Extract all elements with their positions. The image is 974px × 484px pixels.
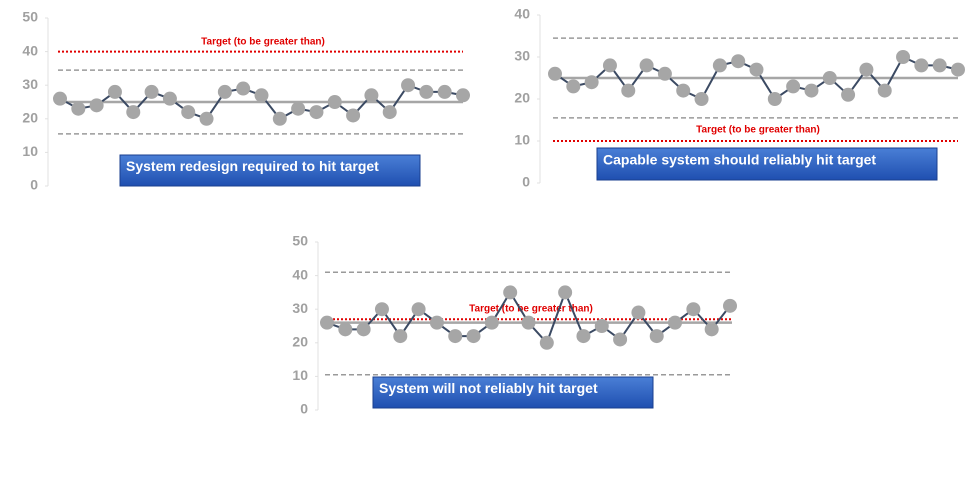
data-point [217, 84, 232, 99]
annotation-box [372, 376, 654, 409]
data-point [503, 285, 518, 300]
data-point [749, 62, 764, 77]
data-point [272, 111, 287, 126]
y-tick-label: 30 [22, 76, 38, 92]
data-point [364, 88, 379, 103]
data-point [584, 75, 599, 90]
data-point [932, 58, 947, 73]
data-point [631, 305, 646, 320]
data-point [558, 285, 573, 300]
data-point [320, 315, 334, 330]
y-tick-label: 50 [292, 233, 308, 249]
data-point [668, 315, 683, 330]
data-point [181, 105, 196, 120]
annotation-text: System redesign required to hit target [126, 158, 379, 174]
data-point [914, 58, 929, 73]
data-point [877, 83, 892, 98]
annotation-box [119, 154, 421, 187]
y-tick-label: 10 [22, 143, 38, 159]
data-point [548, 66, 562, 81]
data-point [723, 298, 737, 313]
data-point [767, 92, 782, 106]
data-point [71, 101, 86, 116]
data-point [89, 98, 104, 113]
data-point [466, 329, 481, 344]
data-point [382, 105, 397, 120]
data-point [539, 335, 554, 350]
data-point [621, 83, 636, 98]
data-point [731, 54, 746, 69]
data-point [694, 92, 709, 106]
target-label: Target (to be greater than) [201, 37, 325, 48]
data-point [107, 84, 122, 99]
y-tick-label: 20 [514, 90, 530, 106]
y-tick-label: 40 [292, 266, 308, 282]
data-point [291, 101, 306, 116]
data-point [576, 329, 591, 344]
annotation-box [596, 147, 938, 181]
data-point [594, 319, 609, 333]
data-point [521, 315, 536, 330]
y-tick-label: 10 [514, 132, 530, 148]
data-point [448, 329, 463, 344]
data-point [374, 302, 389, 317]
data-point [419, 84, 434, 99]
data-point [822, 71, 837, 85]
y-tick-label: 30 [292, 300, 308, 316]
y-tick-label: 20 [22, 110, 38, 126]
data-point [704, 322, 719, 337]
data-point [841, 87, 856, 102]
annotation-text: Capable system should reliably hit targe… [603, 152, 876, 168]
data-point [411, 302, 426, 317]
target-label: Target (to be greater than) [696, 125, 820, 136]
data-point [456, 88, 470, 103]
target-label: Target (to be greater than) [469, 304, 593, 315]
data-point [393, 329, 408, 344]
data-point [859, 62, 874, 77]
data-point [484, 315, 499, 330]
y-tick-label: 20 [292, 334, 308, 350]
data-point [786, 79, 801, 94]
y-tick-label: 0 [522, 174, 530, 190]
data-point [602, 58, 617, 73]
y-tick-label: 10 [292, 367, 308, 383]
data-point [53, 91, 67, 106]
data-point [649, 329, 664, 344]
data-point [639, 58, 654, 73]
data-point [429, 315, 444, 330]
data-point [144, 84, 159, 99]
data-point [951, 62, 965, 77]
y-tick-label: 30 [514, 48, 530, 64]
data-point [804, 83, 819, 98]
data-point [401, 78, 416, 93]
data-point [676, 83, 691, 98]
y-tick-label: 0 [30, 177, 38, 193]
data-point [162, 91, 177, 106]
y-tick-label: 0 [300, 401, 308, 417]
annotation-text: System will not reliably hit target [379, 380, 598, 396]
data-point [327, 95, 342, 109]
data-point [712, 58, 727, 73]
data-point [126, 105, 141, 120]
y-tick-label: 40 [514, 6, 530, 22]
data-point [356, 322, 371, 337]
data-point [254, 88, 269, 103]
data-point [896, 50, 911, 64]
data-point [338, 322, 353, 337]
y-tick-label: 40 [22, 42, 38, 58]
data-point [613, 332, 628, 347]
data-point [309, 105, 324, 120]
data-point [686, 302, 701, 317]
y-tick-label: 50 [22, 9, 38, 25]
data-point [566, 79, 581, 94]
data-point [657, 66, 672, 81]
data-point [437, 84, 452, 99]
data-point [236, 81, 251, 96]
data-point [346, 108, 361, 123]
data-point [199, 111, 214, 126]
